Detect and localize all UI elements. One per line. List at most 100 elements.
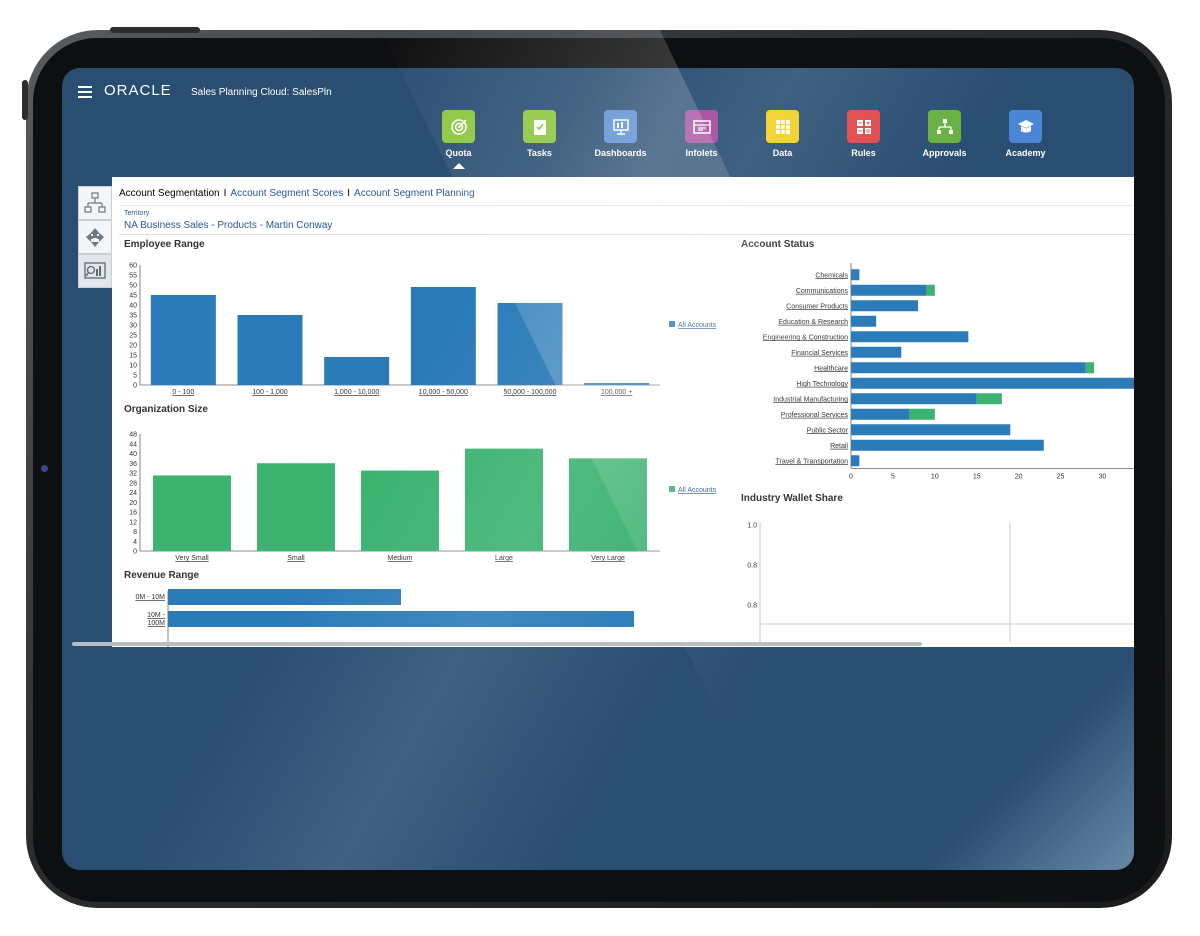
organization-size-bar[interactable] xyxy=(257,463,335,551)
employee-range-bar[interactable] xyxy=(497,303,563,385)
account-status-bar[interactable] xyxy=(851,331,969,343)
account-status-y-tick-label: Engineering & Construction xyxy=(763,334,848,341)
organization-size-x-tick-label: Large xyxy=(495,555,513,562)
employee-range-y-tick-label: 40 xyxy=(129,303,137,310)
revenue-range-y-tick-label: 0M - 10M xyxy=(135,594,165,601)
territory-value[interactable]: NA Business Sales - Products - Martin Co… xyxy=(124,220,333,231)
employee-range-bar[interactable] xyxy=(324,357,390,385)
account-status-title: Account Status xyxy=(741,239,815,250)
organization-size-x-tick-label: Small xyxy=(287,555,305,562)
organization-size-y-tick-label: 36 xyxy=(129,461,137,468)
nav-item-infolets[interactable]: Infolets xyxy=(661,110,742,169)
tab-account-segment-scores[interactable]: Account Segment Scores xyxy=(230,188,344,199)
move-arrows-icon xyxy=(86,228,104,247)
nav-item-quota[interactable]: Quota xyxy=(418,110,499,169)
account-status-bar[interactable] xyxy=(976,393,1002,405)
hierarchy-icon xyxy=(84,192,106,213)
infolet-icon xyxy=(692,119,711,134)
clipboard-icon xyxy=(533,119,546,135)
main-navigation: Quota Tasks Dashboards Infolets Data Rules App… xyxy=(418,110,1066,169)
organization-size-bar[interactable] xyxy=(153,475,231,551)
nav-tile-academy[interactable] xyxy=(1009,110,1042,143)
nav-label: Rules xyxy=(851,148,876,158)
organization-size-bar[interactable] xyxy=(465,448,543,551)
organization-size-x-tick-label: Very Large xyxy=(591,555,625,562)
account-status-bar[interactable] xyxy=(1085,362,1095,374)
horizontal-scrollbar[interactable] xyxy=(72,642,922,646)
analysis-tool-button[interactable] xyxy=(78,254,112,288)
nav-label: Infolets xyxy=(685,148,718,158)
target-icon xyxy=(450,118,467,135)
account-status-bar[interactable] xyxy=(851,300,919,312)
employee-range-x-tick-label: 1,000 - 10,000 xyxy=(334,389,379,396)
account-status-bar[interactable] xyxy=(851,269,860,281)
move-tool-button[interactable] xyxy=(78,220,112,254)
nav-tile-rules[interactable] xyxy=(847,110,880,143)
industry-wallet-share-title: Industry Wallet Share xyxy=(741,493,843,504)
organization-size-y-tick-label: 48 xyxy=(129,432,137,439)
account-status-bar[interactable] xyxy=(851,377,1134,389)
account-status-bar[interactable] xyxy=(851,424,1011,436)
account-status-bar[interactable] xyxy=(851,284,927,296)
nav-tile-approvals[interactable] xyxy=(928,110,961,143)
account-status-x-tick-label: 25 xyxy=(1057,474,1065,481)
revenue-range-y-tick-label: 100M xyxy=(147,620,165,627)
employee-range-y-tick-label: 15 xyxy=(129,353,137,360)
employee-range-bar[interactable] xyxy=(584,383,650,385)
nav-tile-quota[interactable] xyxy=(442,110,475,143)
territory-selector[interactable]: Territory NA Business Sales - Products -… xyxy=(119,205,1134,235)
account-status-y-tick-label: Public Sector xyxy=(807,427,849,434)
nav-item-approvals[interactable]: Approvals xyxy=(904,110,985,169)
account-status-bar[interactable] xyxy=(851,362,1086,374)
nav-item-academy[interactable]: Academy xyxy=(985,110,1066,169)
side-toolbar xyxy=(78,186,112,288)
account-status-bar[interactable] xyxy=(851,346,902,358)
nav-tile-tasks[interactable] xyxy=(523,110,556,143)
hamburger-menu-icon[interactable] xyxy=(78,86,92,98)
organization-size-y-tick-label: 28 xyxy=(129,480,137,487)
employee-range-bar[interactable] xyxy=(410,287,476,385)
app-title: Sales Planning Cloud: SalesPln xyxy=(191,87,332,98)
nav-item-dashboards[interactable]: Dashboards xyxy=(580,110,661,169)
account-status-bar[interactable] xyxy=(851,439,1044,451)
tablet-camera xyxy=(41,465,48,472)
account-status-y-tick-label: Retail xyxy=(830,443,848,450)
employee-range-legend-label: All Accounts xyxy=(678,322,717,329)
employee-range-x-tick-label: 100 - 1,000 xyxy=(252,389,288,396)
nav-tile-infolets[interactable] xyxy=(685,110,718,143)
account-status-bar[interactable] xyxy=(851,393,977,405)
nav-label: Academy xyxy=(1005,148,1046,158)
account-status-y-tick-label: High Technology xyxy=(796,381,848,388)
account-status-y-tick-label: Professional Services xyxy=(781,412,849,419)
employee-range-y-tick-label: 60 xyxy=(129,263,137,270)
organization-size-bar[interactable] xyxy=(361,470,439,551)
nav-label: Dashboards xyxy=(594,148,647,158)
account-status-bar[interactable] xyxy=(909,408,935,420)
account-status-bar[interactable] xyxy=(851,455,860,467)
account-status-bar[interactable] xyxy=(851,408,910,420)
organization-size-y-tick-label: 8 xyxy=(133,529,137,536)
organization-size-bar[interactable] xyxy=(569,458,647,551)
revenue-range-bar[interactable] xyxy=(168,589,401,605)
account-status-x-tick-label: 15 xyxy=(973,474,981,481)
tab-account-segmentation[interactable]: Account Segmentation xyxy=(119,188,220,199)
account-status-y-tick-label: Chemicals xyxy=(815,272,848,279)
employee-range-bar[interactable] xyxy=(150,295,216,385)
nav-item-tasks[interactable]: Tasks xyxy=(499,110,580,169)
account-status-bar[interactable] xyxy=(851,315,877,327)
revenue-range-bar[interactable] xyxy=(168,611,634,627)
tab-account-segment-planning[interactable]: Account Segment Planning xyxy=(354,188,475,199)
nav-label: Data xyxy=(772,148,793,158)
nav-item-data[interactable]: Data xyxy=(742,110,823,169)
organization-size-legend-swatch xyxy=(669,486,675,492)
chart-search-icon xyxy=(84,262,106,279)
employee-range-bar[interactable] xyxy=(237,315,303,385)
nav-tile-dashboards[interactable] xyxy=(604,110,637,143)
hierarchy-tool-button[interactable] xyxy=(78,186,112,220)
account-status-bar[interactable] xyxy=(926,284,935,296)
employee-range-y-tick-label: 50 xyxy=(129,283,137,290)
industry-wallet-share-y-tick-label: 0.8 xyxy=(747,603,757,610)
nav-item-rules[interactable]: Rules xyxy=(823,110,904,169)
nav-tile-data[interactable] xyxy=(766,110,799,143)
